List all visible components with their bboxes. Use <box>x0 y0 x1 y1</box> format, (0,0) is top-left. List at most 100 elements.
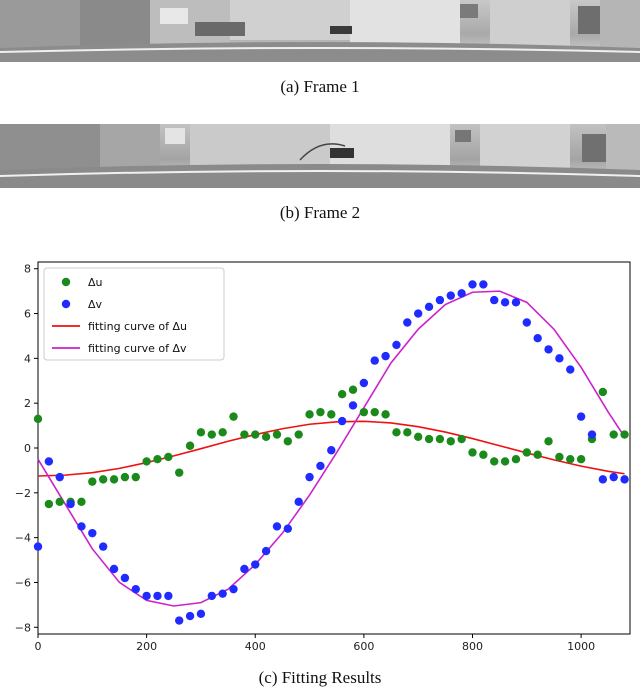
data-point <box>283 524 293 533</box>
data-point <box>207 430 216 439</box>
frame-1-panorama <box>0 0 640 62</box>
y-tick-label: 0 <box>24 442 31 455</box>
data-point <box>479 450 488 459</box>
data-point <box>457 289 466 298</box>
legend-marker <box>61 299 71 309</box>
data-points <box>33 280 629 625</box>
y-tick-label: −6 <box>15 576 31 589</box>
data-point <box>479 280 488 289</box>
data-point <box>109 475 119 484</box>
data-point <box>316 407 325 417</box>
data-point <box>403 318 412 327</box>
data-point <box>555 452 564 462</box>
data-point <box>218 428 227 437</box>
data-point <box>348 401 358 410</box>
data-point <box>511 298 521 307</box>
data-point <box>392 428 401 437</box>
data-point <box>544 345 553 354</box>
data-point <box>370 407 379 417</box>
data-point <box>33 542 43 551</box>
data-point <box>413 432 423 441</box>
data-point <box>381 351 390 361</box>
legend-label: Δv <box>88 298 103 311</box>
x-tick-label: 0 <box>35 640 42 650</box>
data-point <box>446 291 455 300</box>
data-point <box>435 295 445 305</box>
data-point <box>381 410 390 419</box>
data-point <box>620 475 629 484</box>
data-point <box>66 499 75 509</box>
y-tick-label: −2 <box>15 487 31 500</box>
data-point <box>251 430 260 439</box>
data-point <box>413 309 423 318</box>
data-point <box>175 616 184 625</box>
data-point <box>446 437 455 446</box>
data-point <box>468 448 477 457</box>
data-point <box>55 472 64 482</box>
data-point <box>251 560 260 569</box>
data-point <box>120 573 130 583</box>
data-point <box>544 437 553 446</box>
data-point <box>153 591 162 601</box>
data-point <box>240 430 249 439</box>
y-tick-label: −8 <box>15 621 31 634</box>
data-point <box>576 455 586 464</box>
data-point <box>131 584 140 594</box>
data-point <box>261 432 271 441</box>
y-tick-label: 4 <box>24 352 31 365</box>
data-point <box>490 295 499 305</box>
data-point <box>55 497 64 506</box>
data-point <box>533 333 542 343</box>
y-tick-label: 2 <box>24 397 31 410</box>
data-point <box>424 434 434 444</box>
data-point <box>272 430 282 439</box>
x-tick-label: 800 <box>462 640 483 650</box>
data-point <box>196 428 206 437</box>
data-point <box>500 457 510 466</box>
y-tick-label: −4 <box>15 532 31 545</box>
legend: Δu Δv fitting curve of Δu fitting curve of … <box>43 267 225 361</box>
data-point <box>207 591 216 601</box>
data-point <box>337 416 347 426</box>
data-point <box>566 365 575 374</box>
frame-2-panorama <box>0 124 640 188</box>
data-point <box>424 302 434 312</box>
data-point <box>109 564 119 574</box>
data-point <box>316 461 325 471</box>
data-point <box>511 455 521 464</box>
data-point <box>196 609 206 619</box>
data-point <box>359 407 369 417</box>
data-point <box>185 441 195 450</box>
data-point <box>620 430 629 439</box>
data-point <box>44 499 54 509</box>
data-point <box>77 497 86 506</box>
legend-box <box>43 267 225 361</box>
data-point <box>609 430 618 439</box>
legend-label: Δu <box>88 276 103 289</box>
y-tick-label: 8 <box>24 263 31 276</box>
data-point <box>337 390 347 399</box>
data-point <box>435 434 445 444</box>
data-point <box>33 414 43 424</box>
x-tick-label: 200 <box>136 640 157 650</box>
frame-2-caption: (b) Frame 2 <box>279 203 361 222</box>
data-point <box>142 591 151 601</box>
data-point <box>609 472 618 482</box>
data-point <box>164 452 173 462</box>
data-point <box>164 591 173 601</box>
data-point <box>98 542 108 551</box>
data-point <box>327 446 336 455</box>
fitting-results-chart: 0 200 400 600 800 1000 −8 −6 −4 −2 0 2 4 6 8 Δu Δv fitt… <box>15 261 631 650</box>
data-point <box>392 340 401 350</box>
data-point <box>77 522 86 531</box>
data-point <box>305 472 314 482</box>
data-point <box>283 437 293 446</box>
x-tick-label: 600 <box>353 640 374 650</box>
data-point <box>294 497 303 506</box>
data-point <box>468 280 477 289</box>
data-point <box>261 546 271 556</box>
data-point <box>457 434 466 444</box>
data-point <box>587 430 597 439</box>
data-point <box>88 477 97 486</box>
data-point <box>175 468 184 477</box>
